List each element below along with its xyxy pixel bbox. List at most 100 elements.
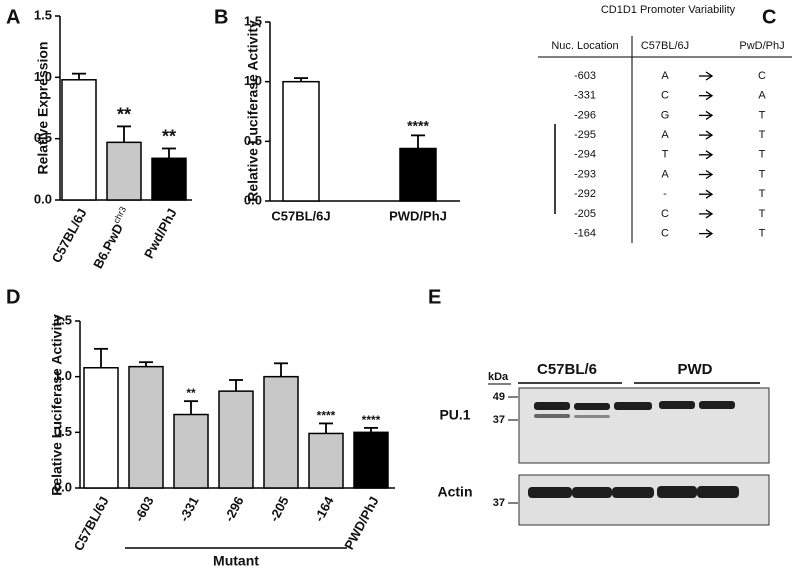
x-tick-label: C57BL/6J: [71, 494, 112, 553]
column-header: C57BL/6J: [641, 40, 689, 52]
significance: **: [117, 104, 131, 124]
x-tick-label: B6.PwDchr3: [89, 205, 135, 271]
category-text: B6.PwD: [90, 221, 126, 271]
column-header: PwD/PhJ: [739, 40, 784, 52]
table-body: -603 A C-331 C A-296 G T-295 A T-294 T T-293 A T-292…: [574, 70, 766, 240]
table-cell: A: [758, 90, 766, 102]
column-header: Nuc. Location: [551, 40, 618, 52]
arrowhead: [705, 91, 714, 101]
blot-membrane: [518, 474, 770, 526]
y-tick-label: 1.5: [244, 13, 262, 28]
bar: [282, 80, 320, 202]
table-cell: T: [759, 208, 766, 220]
significance: ****: [317, 408, 336, 422]
group-label: Mutant: [213, 553, 259, 569]
table-cell: C: [661, 90, 669, 102]
y-tick-label: 0.0: [54, 479, 72, 494]
significance: ****: [407, 118, 429, 134]
x-tick-label: -205: [266, 494, 291, 524]
y-tick-label: 1.0: [244, 73, 262, 88]
arrowhead: [705, 150, 714, 160]
bar: [61, 79, 97, 201]
table-cell: -603: [574, 70, 596, 82]
arrowhead: [705, 71, 714, 81]
arrowhead: [705, 169, 714, 180]
bar: [308, 432, 344, 489]
bar: [151, 157, 187, 201]
table-cell: T: [759, 149, 766, 161]
bar: [173, 413, 209, 489]
bar: [263, 375, 299, 489]
y-axis-label: Relative Expression: [35, 41, 51, 174]
y-tick-label: 0.5: [54, 424, 72, 439]
band: [528, 487, 572, 498]
table-cell: T: [759, 129, 766, 141]
table-cell: T: [662, 149, 669, 161]
table-cell: T: [759, 188, 766, 200]
bar: [218, 390, 254, 489]
table-cell: -296: [574, 109, 596, 121]
x-tick-label: Pwd/PhJ: [141, 206, 180, 261]
bar: [106, 141, 142, 201]
bar: [399, 147, 437, 202]
group-label: PWD: [678, 361, 713, 378]
y-tick-label: 1.5: [54, 312, 72, 327]
row-label: PU.1: [439, 407, 470, 423]
table-cell: -292: [574, 188, 596, 200]
x-tick-label: PWD/PhJ: [389, 208, 447, 223]
arrowhead: [705, 189, 714, 199]
marker-label: 37: [493, 414, 505, 426]
y-tick-label: 1.0: [34, 69, 52, 84]
table-cell: -164: [574, 228, 596, 240]
band: [574, 403, 610, 410]
x-tick-label: -603: [131, 494, 156, 524]
band: [699, 401, 735, 409]
x-tick-label: C57BL/6J: [271, 208, 330, 223]
table-cell: A: [661, 129, 669, 141]
panel-letter: C: [762, 6, 776, 28]
table-cell: -293: [574, 168, 596, 180]
band: [572, 487, 612, 498]
y-axis-label: Relative Luciferase Activity: [49, 314, 65, 496]
band: [534, 414, 570, 418]
table-cell: -205: [574, 208, 596, 220]
y-axis-label: Relative Luciferase Activity: [245, 20, 261, 202]
arrowhead: [705, 209, 714, 219]
band: [614, 402, 652, 410]
x-tick-label: -296: [221, 494, 246, 524]
table-cell: T: [759, 228, 766, 240]
blot-membrane: [518, 387, 770, 464]
row-label: Actin: [438, 484, 473, 500]
bar: [128, 365, 164, 489]
significance: ****: [362, 413, 381, 427]
significance: **: [162, 126, 176, 146]
band: [697, 486, 739, 498]
category-superscript: chr3: [111, 205, 128, 225]
y-tick-label: 0.0: [34, 191, 52, 206]
group-label: C57BL/6: [537, 361, 597, 378]
bar: [353, 431, 389, 489]
panel-letter: E: [428, 286, 441, 308]
arrowhead: [705, 110, 714, 120]
x-tick-label: PWD/PhJ: [341, 494, 381, 552]
x-tick-label: C57BL/6J: [49, 206, 90, 265]
band: [574, 415, 610, 418]
marker-label: 37: [493, 497, 505, 509]
band: [657, 486, 697, 498]
band: [612, 487, 654, 498]
panel-letter: B: [214, 6, 228, 28]
panel-letter: A: [6, 6, 20, 28]
bar: [83, 367, 119, 489]
band: [534, 402, 570, 410]
x-tick-label: -164: [311, 493, 337, 524]
panel-letter: D: [6, 286, 20, 308]
table-cell: C: [758, 70, 766, 82]
table-cell: C: [661, 228, 669, 240]
bands: [528, 401, 739, 498]
y-tick-label: 0.5: [244, 133, 262, 148]
table-title: CD1D1 Promoter Variability: [601, 4, 736, 16]
table-cell: T: [759, 109, 766, 121]
table-cell: G: [661, 109, 670, 121]
y-tick-label: 1.5: [34, 7, 52, 22]
